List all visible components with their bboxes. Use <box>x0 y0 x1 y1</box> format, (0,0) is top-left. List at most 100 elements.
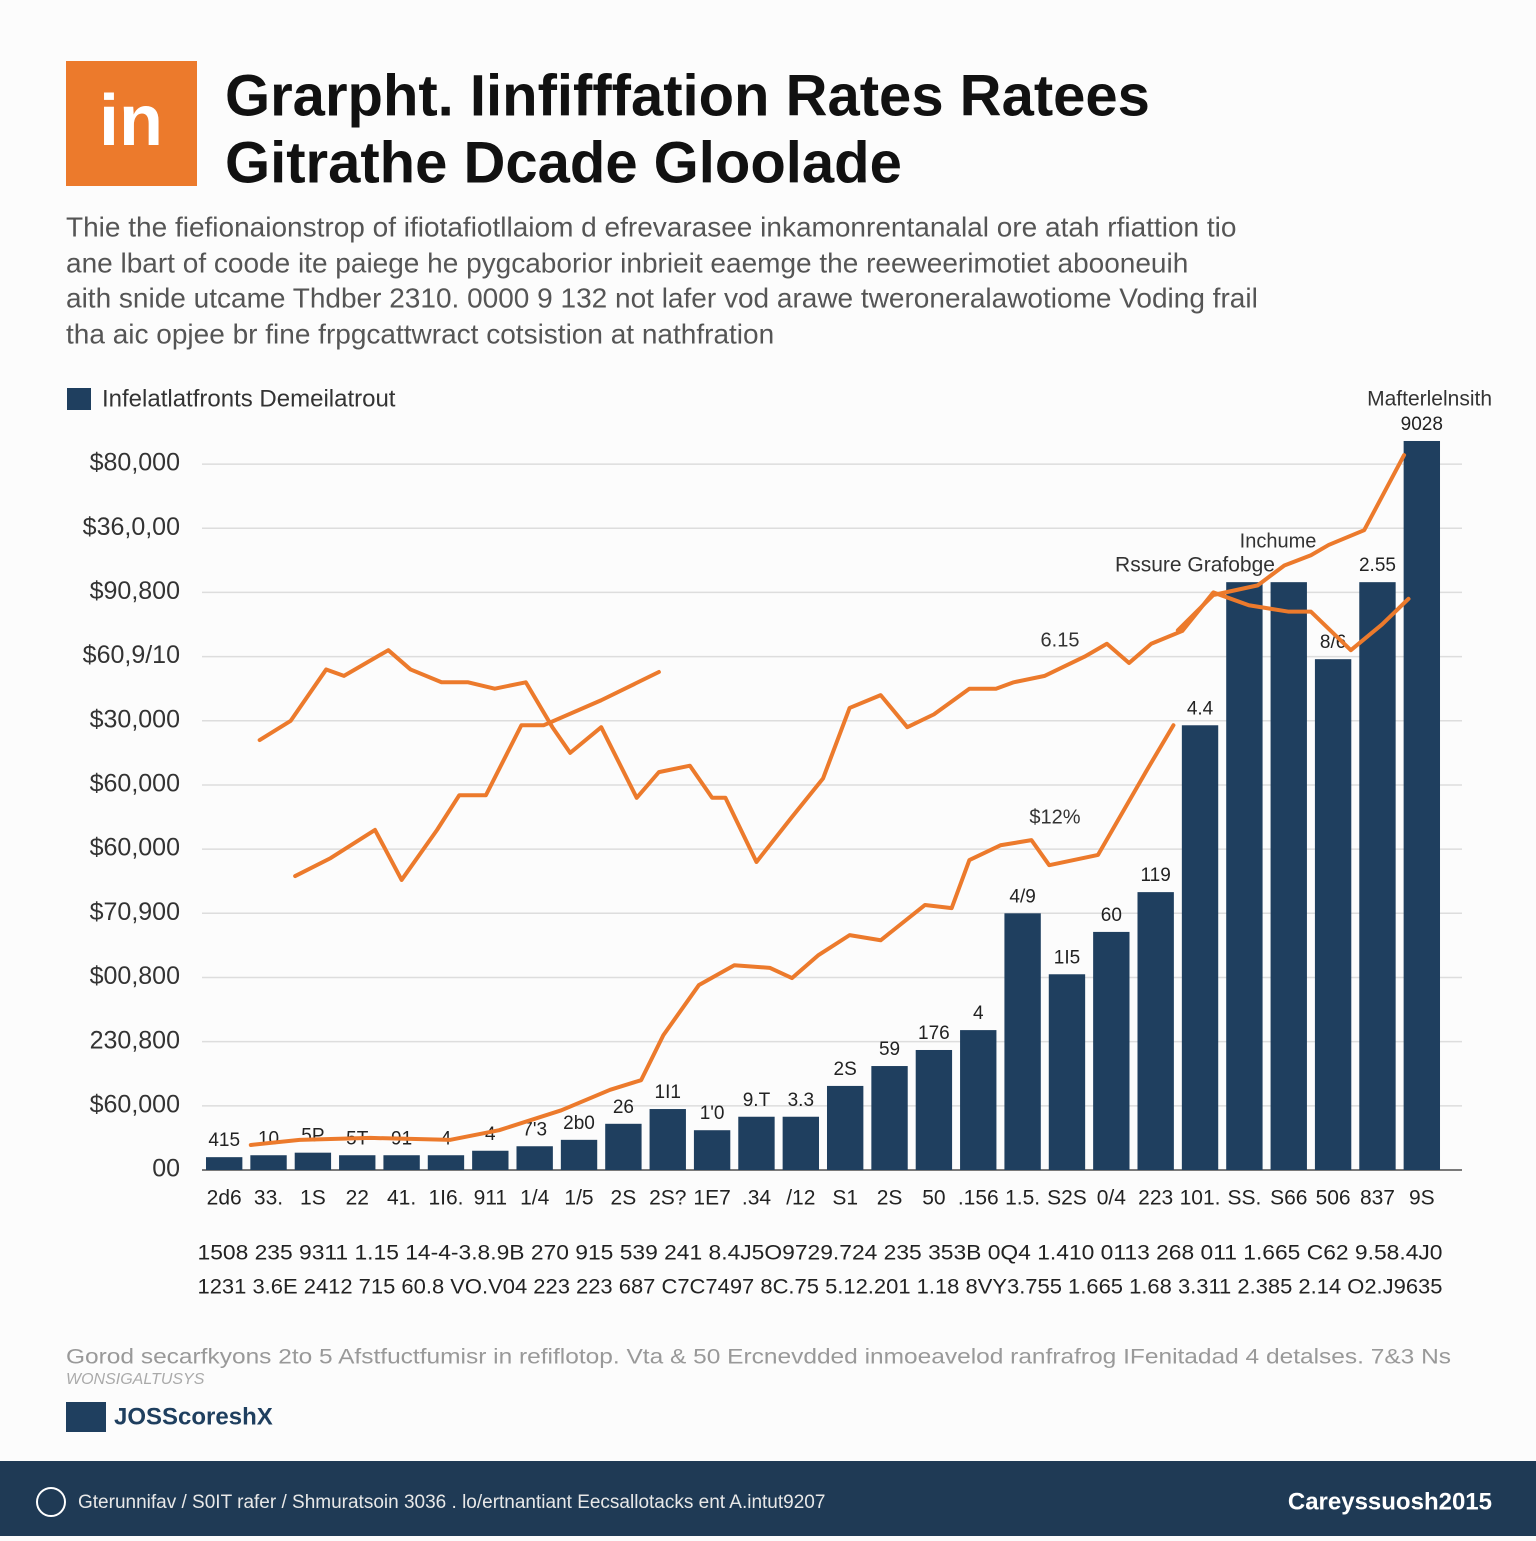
data-label: 7'3 <box>522 1119 547 1140</box>
data-label: 3.3 <box>788 1090 814 1111</box>
x-tick-label: 41. <box>387 1187 416 1210</box>
footer-band <box>0 1461 1536 1536</box>
right-label: Mafterlelnsith <box>1367 388 1492 411</box>
line-series <box>1175 453 1407 633</box>
bar <box>960 1030 997 1170</box>
bar <box>1181 725 1219 1170</box>
legend-label: Infelatlatfronts Demeilatrout <box>102 385 396 412</box>
data-label: 1'0 <box>700 1103 725 1124</box>
x-tick-label: 223 <box>1138 1187 1173 1210</box>
bar <box>915 1049 953 1170</box>
x-tick-label: 50 <box>922 1187 945 1210</box>
footer-icon <box>36 1487 66 1517</box>
annotation: Inchume <box>1240 530 1317 552</box>
annotation: Rssure Grafobge <box>1115 554 1275 577</box>
y-tick-label: $60,000 <box>90 1090 180 1118</box>
x-tick-label: 1/4 <box>520 1187 550 1210</box>
brand: JOSScoreshX <box>114 1403 273 1430</box>
data-label: 26 <box>613 1097 634 1118</box>
bar <box>871 1066 908 1170</box>
bar <box>826 1085 864 1170</box>
x-tick-label: S66 <box>1270 1187 1307 1210</box>
x-tick-label: S1 <box>832 1187 858 1210</box>
legend-swatch <box>67 388 91 410</box>
bar <box>205 1157 243 1170</box>
data-label: 2S <box>834 1059 857 1080</box>
x-tick-label: 1.5. <box>1005 1187 1040 1210</box>
bar <box>1137 892 1174 1170</box>
x-tick-label: 1E7 <box>693 1187 730 1210</box>
x-tick-label: 22 <box>346 1187 369 1210</box>
x-tick-label: 0/4 <box>1097 1187 1127 1210</box>
x-tick-label: SS. <box>1227 1187 1261 1210</box>
bar <box>1359 582 1396 1170</box>
bar <box>693 1130 731 1170</box>
data-label: 10 <box>258 1128 279 1149</box>
footer-text: Careyssuosh2015 <box>1288 1488 1492 1515</box>
logo-box <box>66 61 197 186</box>
x-tick-label: 1I6. <box>428 1187 463 1210</box>
source: WONSIGALTUSYS <box>66 1371 205 1388</box>
data-label: 9028 <box>1401 414 1443 435</box>
y-tick-label: $90,800 <box>90 577 180 605</box>
data-label: 1I1 <box>655 1082 681 1103</box>
y-tick-label: 00 <box>152 1155 180 1183</box>
annotation: 6.15 <box>1041 629 1080 651</box>
x-tick-label: 2S <box>611 1187 637 1210</box>
x-tick-label: 1S <box>300 1187 326 1210</box>
title: Grarpht. Iinfifffation Rates Ratees <box>225 63 1150 128</box>
x-tick-label: 506 <box>1316 1187 1351 1210</box>
bar <box>1314 659 1352 1170</box>
y-tick-label: $80,000 <box>90 449 180 477</box>
data-label: 4.4 <box>1187 698 1214 719</box>
x-tick-label: 911 <box>474 1187 507 1210</box>
data-label: 2b0 <box>563 1113 595 1134</box>
brand-icon <box>66 1402 106 1432</box>
y-tick-label: 230,800 <box>90 1026 180 1054</box>
subtitle: tha aic opjee br fine frpgcattwract cots… <box>66 318 774 349</box>
x-tick-label: .34 <box>742 1187 772 1210</box>
bar <box>383 1155 420 1170</box>
y-tick-label: $70,900 <box>90 898 180 926</box>
line-series <box>293 670 661 882</box>
x-tick-label: 837 <box>1360 1187 1395 1210</box>
y-tick-label: $60,9/10 <box>83 641 180 669</box>
data-label: 59 <box>879 1039 900 1060</box>
bar <box>339 1155 376 1170</box>
y-tick-label: $00,800 <box>90 962 180 990</box>
line-series <box>257 590 1411 864</box>
x-label-row: 1231 3.6E 2412 715 60.8 VO.V04 223 223 6… <box>198 1276 1443 1299</box>
annotation: $12% <box>1029 806 1080 828</box>
bar <box>1048 974 1086 1170</box>
bar <box>605 1123 642 1170</box>
x-tick-label: 1/5 <box>564 1187 593 1210</box>
y-tick-label: $60,000 <box>90 770 180 798</box>
bar <box>560 1139 598 1170</box>
data-label: 415 <box>208 1130 240 1151</box>
x-tick-label: .156 <box>958 1187 999 1210</box>
bar <box>427 1155 465 1170</box>
bar <box>294 1152 332 1170</box>
bar <box>250 1155 287 1170</box>
x-tick-label: 2S <box>877 1187 903 1210</box>
y-tick-label: $30,000 <box>90 705 180 733</box>
x-tick-label: 101. <box>1180 1187 1221 1210</box>
bar <box>1270 582 1307 1170</box>
footer-text: Gterunnifav / S0IT rafer / Shmuratsoin 3… <box>78 1492 825 1513</box>
bar <box>1403 440 1441 1170</box>
x-tick-label: 9S <box>1409 1187 1435 1210</box>
data-label: 2.55 <box>1359 555 1396 576</box>
bar <box>1226 582 1263 1170</box>
data-label: 119 <box>1141 865 1171 886</box>
subtitle: Thie the fiefionaionstrop of ifiotafiotl… <box>66 211 1236 242</box>
data-label: 9.T <box>743 1090 771 1111</box>
data-label: 176 <box>918 1023 950 1044</box>
bar <box>738 1116 775 1170</box>
x-tick-label: 2d6 <box>207 1187 242 1210</box>
bar <box>1004 913 1041 1170</box>
bar <box>1093 931 1130 1170</box>
data-label: 4 <box>973 1003 984 1024</box>
bar <box>782 1116 820 1170</box>
data-label: 4 <box>485 1124 496 1145</box>
